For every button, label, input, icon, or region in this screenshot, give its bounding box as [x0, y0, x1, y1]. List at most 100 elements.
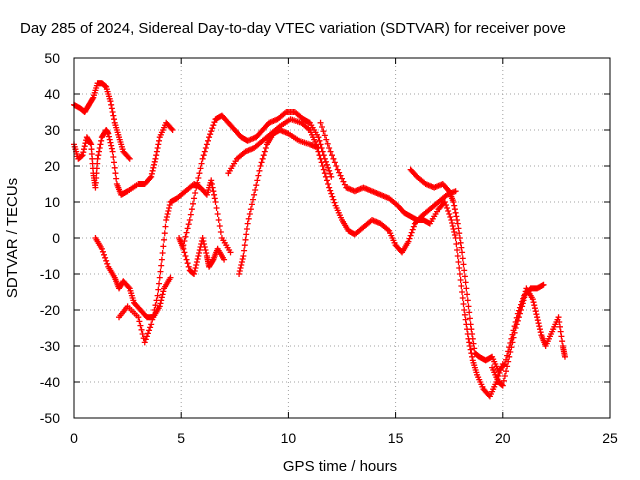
series-track-c	[92, 235, 174, 321]
data-point	[185, 221, 192, 228]
data-point	[196, 247, 203, 253]
data-point	[531, 305, 538, 312]
data-point	[156, 303, 163, 310]
data-point	[506, 353, 513, 360]
data-point	[105, 130, 112, 137]
data-point	[442, 202, 449, 208]
data-point	[169, 127, 176, 133]
data-point	[469, 331, 476, 337]
data-point	[160, 243, 167, 250]
data-point	[531, 302, 538, 309]
data-point	[513, 321, 520, 328]
x-tick-label: 15	[388, 430, 404, 446]
data-point	[256, 167, 263, 174]
data-point	[459, 289, 466, 295]
data-point	[464, 291, 471, 298]
data-point	[151, 307, 158, 313]
data-point	[153, 152, 160, 159]
data-point	[184, 260, 191, 267]
data-point	[108, 101, 115, 108]
data-point	[211, 191, 218, 198]
data-point	[191, 268, 198, 274]
data-point	[500, 362, 507, 369]
data-point	[316, 152, 323, 159]
data-point	[514, 317, 521, 324]
data-point	[217, 229, 224, 235]
data-point	[456, 265, 463, 271]
data-point	[406, 235, 413, 242]
data-point	[511, 329, 518, 336]
data-point	[341, 181, 348, 188]
data-point	[159, 291, 166, 298]
x-axis-label: GPS time / hours	[283, 458, 397, 475]
data-point	[505, 358, 512, 365]
data-point	[81, 146, 88, 153]
data-point	[101, 251, 108, 258]
data-point	[183, 229, 190, 236]
data-point	[182, 233, 189, 240]
data-point	[456, 235, 463, 241]
data-point	[137, 322, 144, 329]
data-point	[507, 349, 514, 355]
data-point	[237, 265, 244, 271]
data-point	[540, 281, 547, 288]
x-tick-label: 20	[495, 430, 511, 446]
data-point	[149, 167, 156, 174]
data-point	[323, 136, 330, 143]
y-tick-label: 40	[44, 86, 60, 102]
data-point	[317, 119, 324, 126]
data-point	[255, 172, 262, 179]
data-point	[461, 311, 468, 318]
data-point	[451, 202, 458, 209]
data-point	[185, 263, 192, 270]
data-point	[208, 128, 215, 135]
data-point	[516, 310, 523, 317]
data-point	[156, 137, 163, 144]
data-point	[98, 245, 105, 252]
data-point	[247, 206, 254, 213]
data-point	[449, 220, 456, 226]
data-point	[408, 229, 415, 236]
data-point	[196, 250, 203, 256]
series-track-f	[180, 109, 335, 249]
data-point	[330, 196, 337, 203]
data-point	[211, 195, 218, 202]
data-point	[94, 155, 101, 162]
data-point	[208, 177, 215, 184]
data-point	[260, 152, 267, 159]
data-point	[556, 319, 563, 325]
series-track-a	[71, 80, 133, 162]
data-point	[156, 274, 163, 281]
data-point	[248, 201, 255, 208]
data-point	[238, 259, 245, 265]
data-point	[151, 158, 158, 165]
data-point	[529, 296, 536, 303]
data-point	[323, 161, 330, 168]
series-track-e	[176, 235, 228, 277]
data-point	[146, 327, 153, 334]
data-point	[499, 382, 506, 389]
data-point	[212, 199, 219, 205]
data-point	[459, 295, 466, 301]
data-point	[192, 265, 199, 271]
data-point	[108, 145, 115, 152]
data-point	[448, 217, 455, 223]
data-point	[558, 333, 565, 340]
data-point	[324, 140, 331, 147]
data-point	[82, 140, 89, 147]
grid-lines	[74, 58, 610, 418]
data-point	[106, 133, 113, 140]
data-point	[326, 145, 333, 151]
data-point	[125, 284, 132, 291]
data-point	[327, 187, 334, 194]
x-tick-label: 10	[281, 430, 297, 446]
data-point	[189, 200, 196, 207]
data-point	[466, 309, 473, 316]
data-point	[139, 331, 146, 337]
data-point	[209, 125, 216, 132]
y-tick-label: -40	[40, 374, 60, 390]
data-point	[521, 294, 528, 301]
data-point	[181, 238, 188, 244]
y-tick-label: 0	[52, 230, 60, 246]
data-point	[236, 271, 243, 277]
